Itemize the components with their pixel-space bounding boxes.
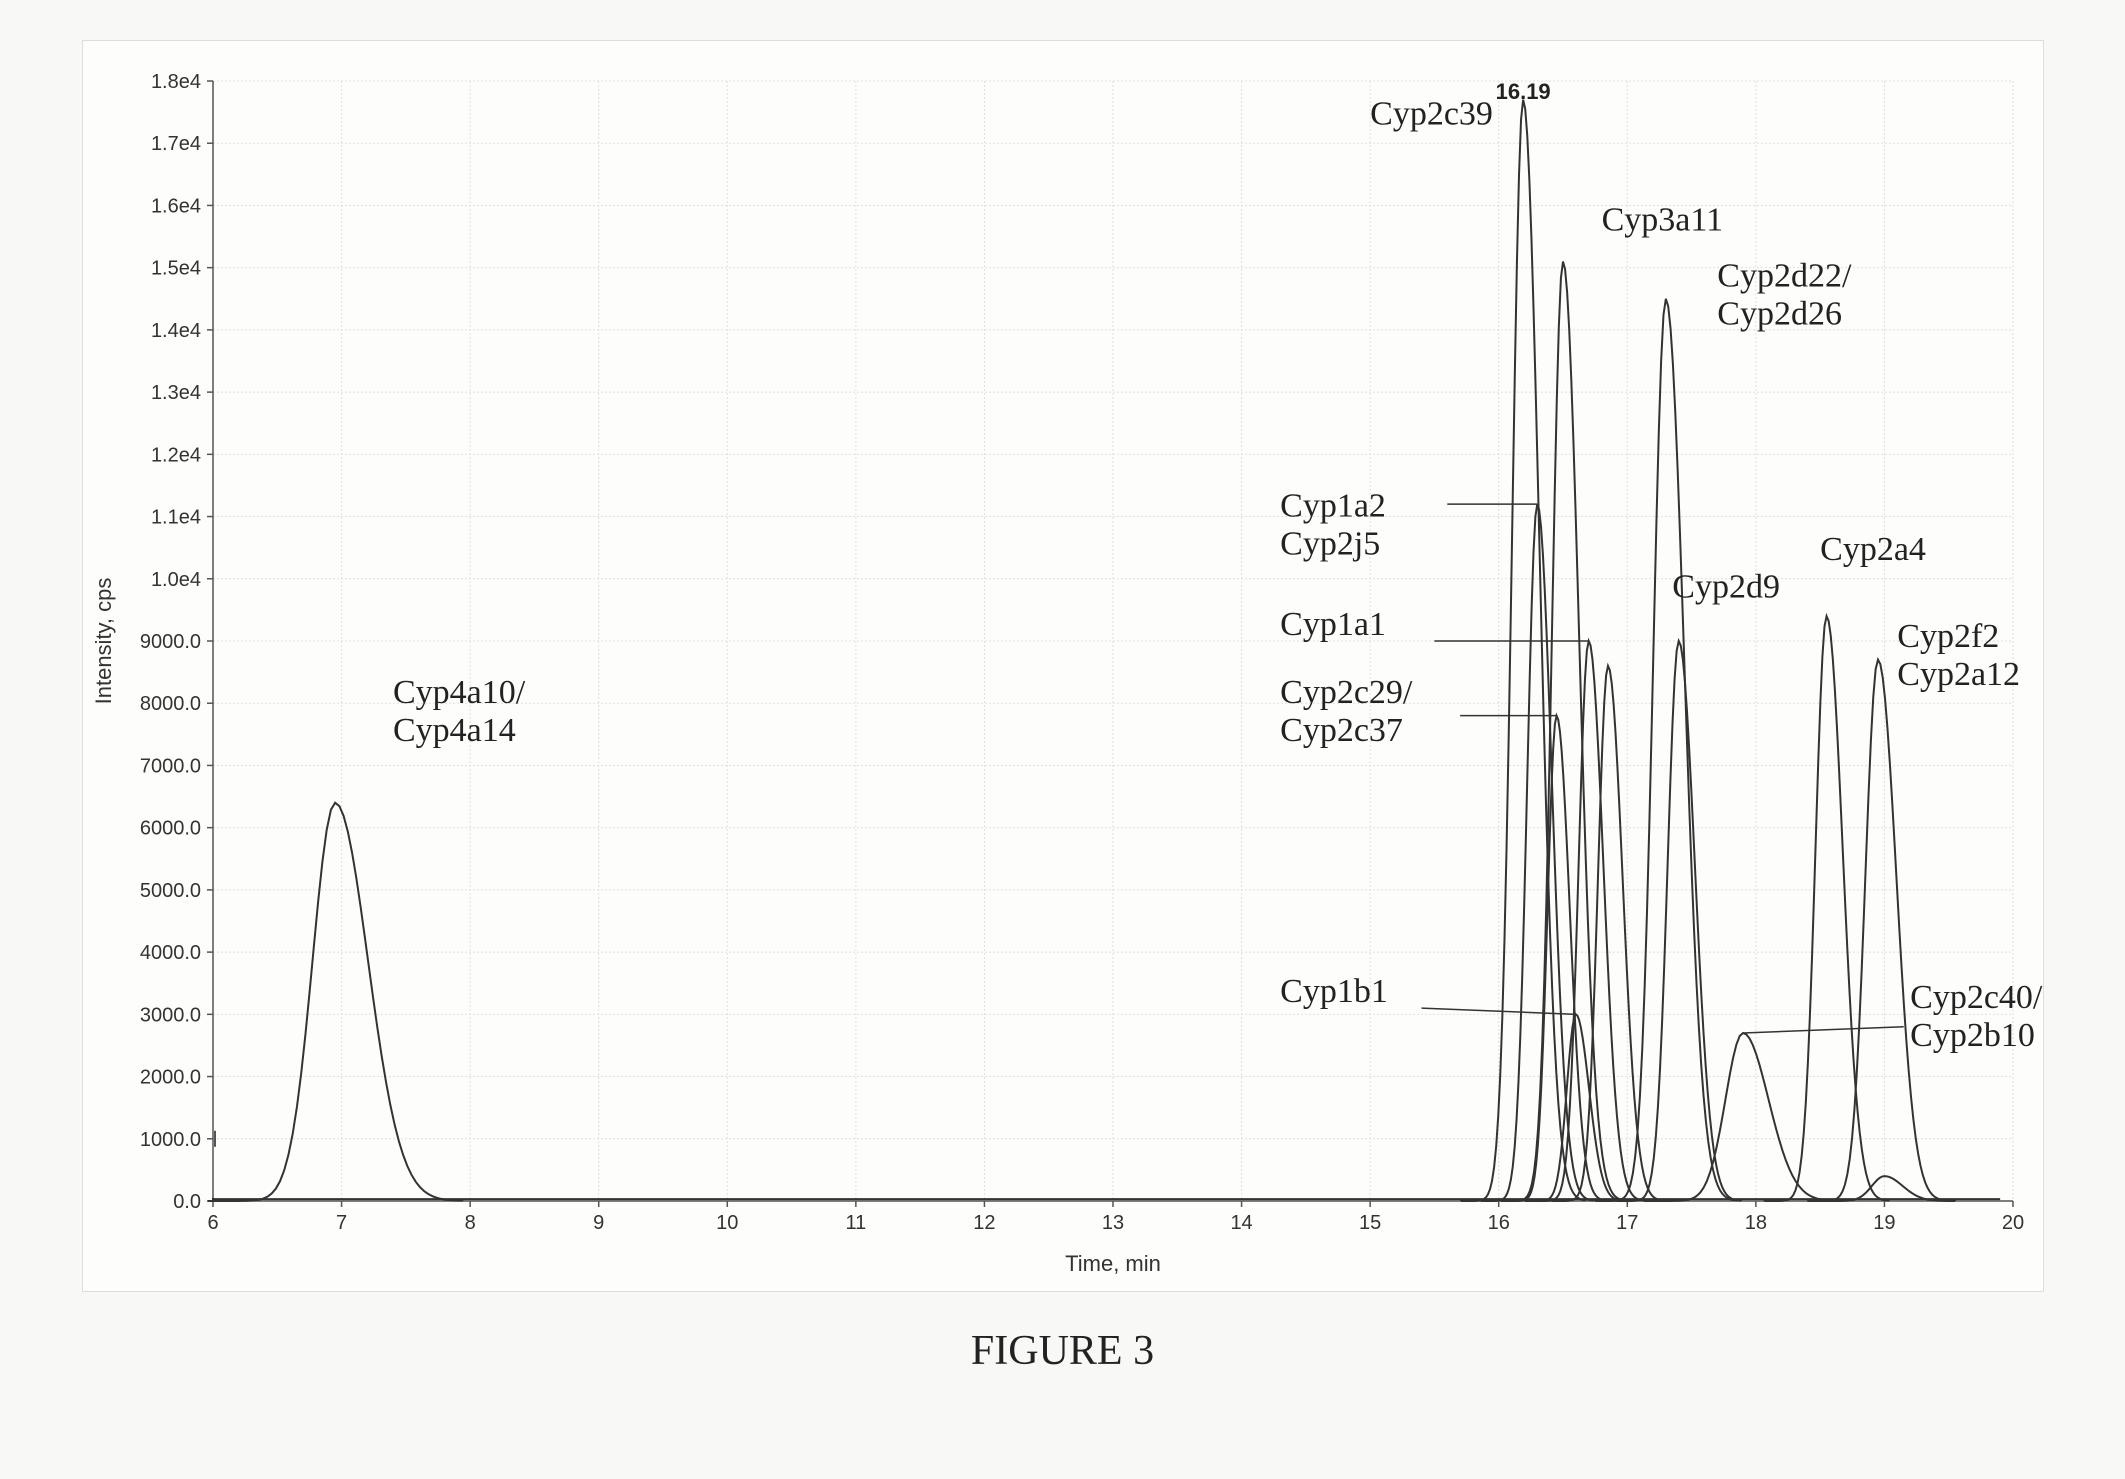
- svg-text:8: 8: [464, 1212, 475, 1234]
- svg-text:Cyp2c39: Cyp2c39: [1370, 96, 1493, 133]
- svg-text:10: 10: [716, 1212, 738, 1234]
- svg-text:Cyp2d9: Cyp2d9: [1672, 568, 1780, 605]
- svg-text:1.3e4: 1.3e4: [150, 382, 200, 404]
- svg-text:Cyp4a10/: Cyp4a10/: [393, 674, 526, 711]
- svg-text:1.8e4: 1.8e4: [150, 71, 200, 93]
- svg-text:Cyp1b1: Cyp1b1: [1280, 973, 1388, 1010]
- svg-text:1.1e4: 1.1e4: [150, 507, 200, 529]
- svg-text:7000.0: 7000.0: [139, 755, 200, 777]
- svg-text:18: 18: [1744, 1212, 1766, 1234]
- figure-caption: FIGURE 3: [50, 1327, 2075, 1375]
- svg-text:12: 12: [973, 1212, 995, 1234]
- svg-text:Cyp3a11: Cyp3a11: [1601, 201, 1723, 238]
- svg-text:1.7e4: 1.7e4: [150, 133, 200, 155]
- svg-text:13: 13: [1101, 1212, 1123, 1234]
- svg-text:16.19: 16.19: [1495, 79, 1550, 104]
- svg-text:Cyp4a14: Cyp4a14: [393, 712, 516, 749]
- svg-text:Intensity, cps: Intensity, cps: [91, 578, 116, 705]
- svg-text:Cyp2c29/: Cyp2c29/: [1280, 674, 1413, 711]
- svg-text:1.2e4: 1.2e4: [150, 444, 200, 466]
- svg-text:17: 17: [1616, 1212, 1638, 1234]
- svg-text:3000.0: 3000.0: [139, 1004, 200, 1026]
- svg-text:Cyp2b10: Cyp2b10: [1910, 1017, 2035, 1054]
- svg-text:Time, min: Time, min: [1065, 1251, 1161, 1276]
- svg-text:Cyp2c37: Cyp2c37: [1280, 712, 1403, 749]
- svg-text:1.5e4: 1.5e4: [150, 258, 200, 280]
- svg-text:Cyp2d22/: Cyp2d22/: [1717, 257, 1852, 294]
- svg-text:9: 9: [593, 1212, 604, 1234]
- svg-text:15: 15: [1359, 1212, 1381, 1234]
- svg-text:8000.0: 8000.0: [139, 693, 200, 715]
- svg-text:1000.0: 1000.0: [139, 1129, 200, 1151]
- svg-text:1.4e4: 1.4e4: [150, 320, 200, 342]
- svg-text:Cyp1a2: Cyp1a2: [1280, 488, 1386, 525]
- svg-text:6000.0: 6000.0: [139, 818, 200, 840]
- svg-text:6: 6: [207, 1212, 218, 1234]
- svg-text:16: 16: [1487, 1212, 1509, 1234]
- page: 0.0 1000.0 2000.0 3000.0 4000.0 5000.0 6000.0 7…: [0, 0, 2125, 1479]
- chromatogram-chart: 0.0 1000.0 2000.0 3000.0 4000.0 5000.0 6000.0 7…: [82, 40, 2044, 1292]
- svg-text:Cyp2d26: Cyp2d26: [1717, 295, 1842, 332]
- svg-text:9000.0: 9000.0: [139, 631, 200, 653]
- svg-text:4000.0: 4000.0: [139, 942, 200, 964]
- svg-text:1.0e4: 1.0e4: [150, 569, 200, 591]
- svg-text:11: 11: [845, 1212, 866, 1234]
- svg-text:Cyp2f2: Cyp2f2: [1897, 618, 1999, 655]
- svg-text:19: 19: [1873, 1212, 1895, 1234]
- svg-text:14: 14: [1230, 1212, 1252, 1234]
- svg-text:Cyp1a1: Cyp1a1: [1280, 606, 1386, 643]
- svg-text:Cyp2c40/: Cyp2c40/: [1910, 979, 2043, 1016]
- svg-text:Cyp2j5: Cyp2j5: [1280, 526, 1380, 563]
- svg-text:1.6e4: 1.6e4: [150, 195, 200, 217]
- svg-text:2000.0: 2000.0: [139, 1067, 200, 1089]
- svg-text:5000.0: 5000.0: [139, 880, 200, 902]
- svg-text:0.0: 0.0: [173, 1191, 201, 1213]
- svg-text:20: 20: [2001, 1212, 2023, 1234]
- svg-text:Cyp2a4: Cyp2a4: [1820, 531, 1926, 568]
- svg-text:7: 7: [336, 1212, 347, 1234]
- svg-text:Cyp2a12: Cyp2a12: [1897, 656, 2020, 693]
- chart-svg: 0.0 1000.0 2000.0 3000.0 4000.0 5000.0 6000.0 7…: [83, 41, 2043, 1291]
